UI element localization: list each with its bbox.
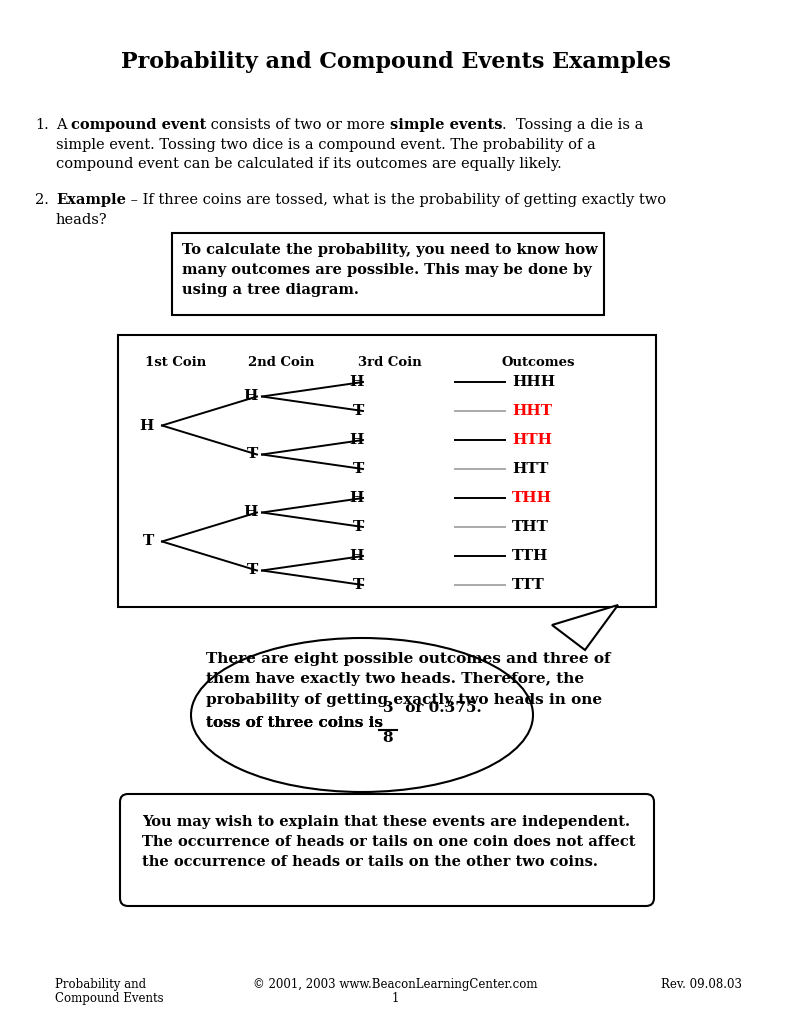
Text: H: H <box>140 419 154 432</box>
Text: H: H <box>244 389 258 403</box>
Text: TTT: TTT <box>512 578 545 592</box>
Text: TTH: TTH <box>512 549 548 563</box>
Text: them have exactly two heads. Therefore, the: them have exactly two heads. Therefore, … <box>206 673 584 686</box>
Text: Rev. 09.08.03: Rev. 09.08.03 <box>661 978 742 991</box>
Text: Outcomes: Outcomes <box>502 356 576 369</box>
Text: Probability and Compound Events Examples: Probability and Compound Events Examples <box>120 51 671 73</box>
Text: T: T <box>353 404 364 418</box>
Text: HHT: HHT <box>512 404 552 418</box>
Text: toss of three coins is: toss of three coins is <box>206 716 383 729</box>
Text: Probability and: Probability and <box>55 978 146 991</box>
Bar <box>118 335 656 607</box>
Text: 2.: 2. <box>35 193 49 207</box>
Polygon shape <box>552 605 618 650</box>
Text: 3: 3 <box>383 700 393 715</box>
Text: THT: THT <box>512 520 549 534</box>
Ellipse shape <box>191 638 533 792</box>
Text: 1.: 1. <box>35 118 49 132</box>
Text: heads?: heads? <box>56 213 108 226</box>
Text: compound event can be calculated if its outcomes are equally likely.: compound event can be calculated if its … <box>56 157 562 171</box>
Text: T: T <box>142 535 154 549</box>
Text: toss of three coins is: toss of three coins is <box>206 716 383 729</box>
Text: 1st Coin: 1st Coin <box>145 356 206 369</box>
Text: © 2001, 2003 www.BeaconLearningCenter.com: © 2001, 2003 www.BeaconLearningCenter.co… <box>253 978 538 991</box>
Text: H: H <box>350 549 364 563</box>
Text: THH: THH <box>512 490 552 505</box>
Text: There are eight possible outcomes and three of: There are eight possible outcomes and th… <box>206 652 611 666</box>
Text: 8: 8 <box>383 730 393 744</box>
Text: T: T <box>353 462 364 476</box>
Text: simple events: simple events <box>390 118 502 132</box>
Text: 1: 1 <box>392 992 399 1005</box>
Text: compound event: compound event <box>71 118 206 132</box>
Text: simple event. Tossing two dice is a compound event. The probability of a: simple event. Tossing two dice is a comp… <box>56 137 596 152</box>
Text: .  Tossing a die is a: . Tossing a die is a <box>502 118 644 132</box>
Text: Example: Example <box>56 193 126 207</box>
Text: You may wish to explain that these events are independent.
The occurrence of hea: You may wish to explain that these event… <box>142 815 635 869</box>
FancyBboxPatch shape <box>120 794 654 906</box>
Text: H: H <box>244 506 258 519</box>
Text: – If three coins are tossed, what is the probability of getting exactly two: – If three coins are tossed, what is the… <box>126 193 666 207</box>
Text: T: T <box>353 520 364 534</box>
Text: probability of getting exactly two heads in one: probability of getting exactly two heads… <box>206 693 602 707</box>
Text: HTT: HTT <box>512 462 548 476</box>
Text: HHH: HHH <box>512 375 555 389</box>
Bar <box>172 233 604 315</box>
Text: or 0.375.: or 0.375. <box>400 700 482 715</box>
Text: 3rd Coin: 3rd Coin <box>358 356 422 369</box>
Text: H: H <box>350 433 364 447</box>
Text: T: T <box>353 578 364 592</box>
Text: consists of two or more: consists of two or more <box>206 118 390 132</box>
Text: T: T <box>247 447 258 462</box>
Text: T: T <box>247 563 258 578</box>
Text: H: H <box>350 375 364 389</box>
Text: HTH: HTH <box>512 433 552 447</box>
Text: 2nd Coin: 2nd Coin <box>248 356 314 369</box>
Text: A: A <box>56 118 71 132</box>
Text: Compound Events: Compound Events <box>55 992 164 1005</box>
Text: To calculate the probability, you need to know how
many outcomes are possible. T: To calculate the probability, you need t… <box>182 243 598 297</box>
Text: H: H <box>350 490 364 505</box>
